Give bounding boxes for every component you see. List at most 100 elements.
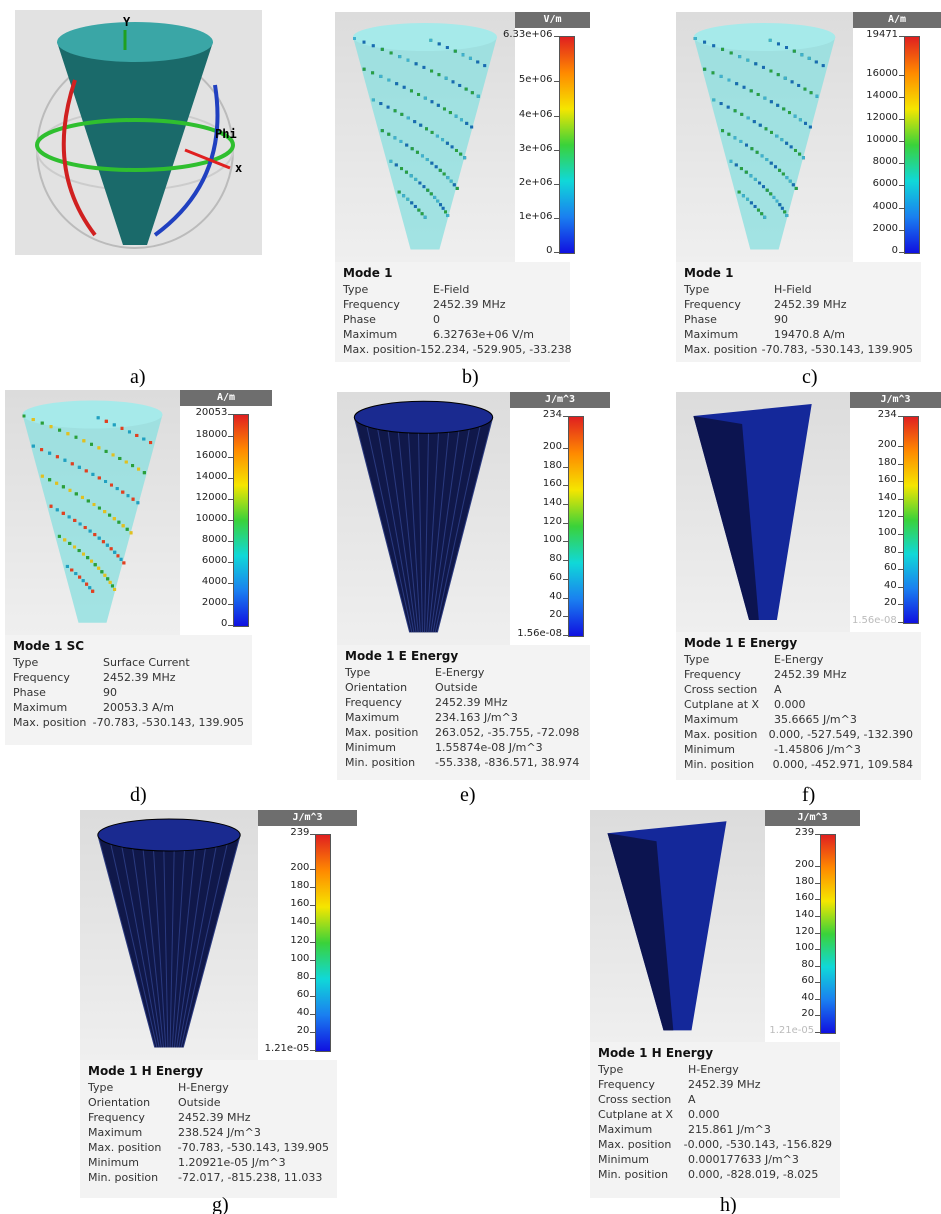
colorbar-tick-label: 20053 (167, 407, 227, 418)
cone (676, 12, 853, 262)
colorbar-gradient (559, 36, 575, 254)
colorbar-tick (899, 119, 904, 120)
info-key: Max. position (345, 725, 435, 740)
colorbar-tick-label: 180 (502, 460, 562, 471)
colorbar-tick-label: 100 (754, 942, 814, 953)
info-value: Outside (178, 1095, 220, 1110)
colorbar-tick (899, 230, 904, 231)
colorbar-tick-label: 40 (502, 591, 562, 602)
cone (80, 810, 258, 1060)
colorbar-tick-label: 10000 (167, 513, 227, 524)
colorbar-tick (228, 499, 233, 500)
colorbar-tick (815, 866, 820, 867)
info-key: Min. position (88, 1170, 178, 1185)
info-value: -70.783, -530.143, 139.905 (178, 1140, 329, 1155)
colorbar-tick-label: 60 (754, 975, 814, 986)
colorbar-unit: J/m^3 (510, 392, 610, 408)
colorbar-tick-label: 18000 (167, 429, 227, 440)
info-value: 35.6665 J/m^3 (774, 712, 857, 727)
colorbar-tick (310, 960, 315, 961)
info-key: Orientation (88, 1095, 178, 1110)
colorbar-tick (310, 1014, 315, 1015)
info-row: Max. position-70.783, -530.143, 139.905 (88, 1140, 329, 1155)
colorbar-tick-label: 2000 (838, 223, 898, 234)
info-value: 2452.39 MHz (178, 1110, 251, 1125)
info-key: Phase (343, 312, 433, 327)
info-value: -55.338, -836.571, 38.974 (435, 755, 579, 770)
colorbar-tick-label: 100 (502, 534, 562, 545)
info-value: -1.45806 J/m^3 (774, 742, 861, 757)
colorbar-tick-label: 8000 (838, 156, 898, 167)
colorbar-tick (228, 583, 233, 584)
info-key: Frequency (343, 297, 433, 312)
colorbar-tick (310, 996, 315, 997)
colorbar-tick (228, 625, 233, 626)
info-value: 0.000, -828.019, -8.025 (688, 1167, 818, 1182)
info-key: Min. position (684, 757, 773, 772)
info-key: Phase (684, 312, 774, 327)
colorbar-tick-label: 234 (502, 409, 562, 420)
colorbar-tick (815, 916, 820, 917)
colorbar-tick-label: 4000 (838, 201, 898, 212)
info-key: Frequency (684, 667, 774, 682)
colorbar-tick-label: 60 (502, 572, 562, 583)
info-row: Max. position-0.000, -530.143, -156.829 (598, 1137, 832, 1152)
info-key: Min. position (345, 755, 435, 770)
colorbar-tick (228, 436, 233, 437)
colorbar-unit: J/m^3 (850, 392, 941, 408)
info-key: Type (598, 1062, 688, 1077)
panel-label: b) (462, 366, 479, 389)
colorbar-tick (563, 579, 568, 580)
colorbar-tick (563, 616, 568, 617)
info-key: Max. position (343, 342, 416, 357)
colorbar-tick-label: 20 (249, 1025, 309, 1036)
colorbar-tick-label: 180 (754, 876, 814, 887)
colorbar-gradient (568, 416, 584, 637)
colorbar-tick (554, 184, 559, 185)
colorbar-tick (563, 541, 568, 542)
field-image (335, 12, 515, 262)
info-key: Minimum (684, 742, 774, 757)
info-value: 0.000 (688, 1107, 720, 1122)
axis-label: Phi (215, 127, 237, 141)
colorbar-tick-label: 140 (837, 492, 897, 503)
colorbar-tick-label: 6000 (167, 555, 227, 566)
colorbar-tick (310, 942, 315, 943)
colorbar-tick-label: 200 (502, 441, 562, 452)
colorbar-tick (554, 150, 559, 151)
info-key: Type (343, 282, 433, 297)
info-value: 19470.8 A/m (774, 327, 845, 342)
colorbar-tick (815, 949, 820, 950)
info-key: Maximum (684, 327, 774, 342)
colorbar-tick (898, 446, 903, 447)
colorbar-tick (310, 834, 315, 835)
colorbar-tick-label: 239 (754, 827, 814, 838)
colorbar-tick-label: 200 (754, 859, 814, 870)
info-value: 215.861 J/m^3 (688, 1122, 771, 1137)
colorbar-tick (899, 141, 904, 142)
info-key: Type (684, 282, 774, 297)
info-title: Mode 1 H Energy (88, 1064, 329, 1078)
info-key: Cross section (684, 682, 774, 697)
colorbar-tick-label: 160 (502, 478, 562, 489)
info-key: Maximum (13, 700, 103, 715)
colorbar-tick-label: 40 (837, 580, 897, 591)
colorbar-tick-label: 8000 (167, 534, 227, 545)
colorbar-gradient (820, 834, 836, 1034)
colorbar-tick (310, 869, 315, 870)
